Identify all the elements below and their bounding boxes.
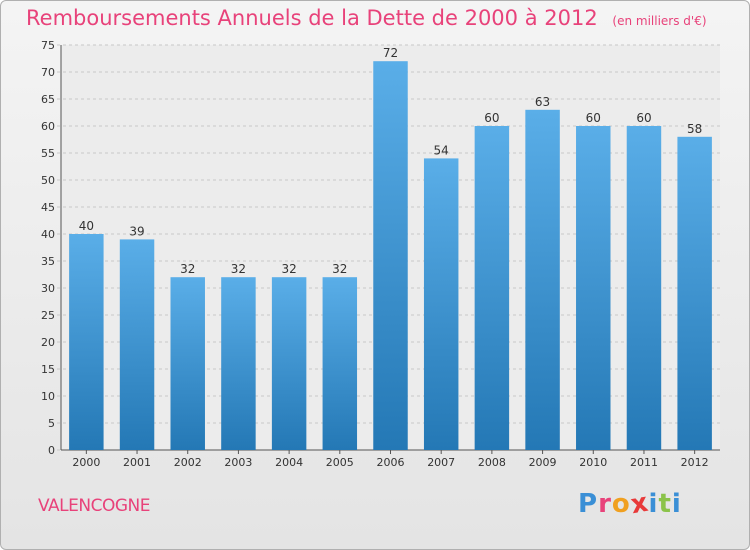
- logo-letter: P: [578, 489, 599, 519]
- x-tick-label: 2010: [579, 456, 607, 469]
- x-tick-label: 2008: [478, 456, 506, 469]
- x-tick-label: 2012: [681, 456, 709, 469]
- data-label: 32: [180, 262, 195, 276]
- x-tick-label: 2007: [427, 456, 455, 469]
- y-tick-label: 50: [41, 174, 55, 187]
- bar: [474, 126, 510, 450]
- bar: [69, 234, 104, 450]
- x-tick-label: 2002: [174, 456, 202, 469]
- x-tick-label: 2006: [377, 456, 405, 469]
- bar: [271, 277, 307, 450]
- x-tick-label: 2001: [123, 456, 151, 469]
- bar: [170, 277, 205, 450]
- y-tick-label: 15: [41, 363, 55, 376]
- y-tick-label: 25: [41, 309, 55, 322]
- bar: [322, 277, 358, 450]
- bar: [525, 109, 560, 451]
- bar: [423, 158, 459, 450]
- data-label: 54: [434, 143, 449, 157]
- chart-subtitle: (en milliers d'€): [612, 14, 707, 28]
- logo-letter: t: [658, 489, 672, 519]
- y-tick-label: 0: [48, 444, 55, 457]
- x-tick-label: 2005: [326, 456, 354, 469]
- y-tick-label: 5: [48, 417, 55, 430]
- data-label: 32: [332, 262, 347, 276]
- y-tick-label: 65: [41, 93, 55, 106]
- commune-name: VALENCOGNE: [38, 496, 150, 516]
- bar: [677, 136, 712, 451]
- y-tick-label: 10: [41, 390, 55, 403]
- data-label: 60: [484, 111, 499, 125]
- data-label: 32: [281, 262, 296, 276]
- y-tick-label: 70: [41, 66, 55, 79]
- y-tick-label: 45: [41, 201, 55, 214]
- logo-letter: i: [671, 489, 682, 519]
- logo-letter: r: [598, 489, 612, 519]
- bar: [119, 239, 155, 450]
- x-tick-label: 2003: [224, 456, 252, 469]
- data-label: 60: [636, 111, 651, 125]
- proxiti-logo: Proxiti: [578, 488, 682, 521]
- data-label: 60: [586, 111, 601, 125]
- data-label: 72: [383, 46, 398, 60]
- x-tick-label: 2009: [529, 456, 557, 469]
- bar: [576, 126, 611, 450]
- data-label: 58: [687, 122, 702, 136]
- y-tick-label: 40: [41, 228, 55, 241]
- y-tick-label: 60: [41, 120, 55, 133]
- bar: [626, 126, 662, 450]
- bar: [373, 61, 408, 450]
- data-label: 32: [231, 262, 246, 276]
- y-tick-label: 75: [41, 39, 55, 52]
- chart-title-text: Remboursements Annuels de la Dette de 20…: [26, 6, 598, 30]
- x-tick-label: 2000: [72, 456, 100, 469]
- data-label: 40: [79, 219, 94, 233]
- x-tick-label: 2004: [275, 456, 303, 469]
- y-tick-label: 20: [41, 336, 55, 349]
- chart-title: Remboursements Annuels de la Dette de 20…: [26, 6, 707, 30]
- y-tick-label: 30: [41, 282, 55, 295]
- y-tick-label: 55: [41, 147, 55, 160]
- bar: [221, 277, 256, 450]
- data-label: 63: [535, 95, 550, 109]
- y-tick-label: 35: [41, 255, 55, 268]
- logo-letter: i: [648, 489, 659, 519]
- x-tick-label: 2011: [630, 456, 658, 469]
- data-label: 39: [129, 224, 144, 238]
- logo-letter: o: [611, 489, 631, 519]
